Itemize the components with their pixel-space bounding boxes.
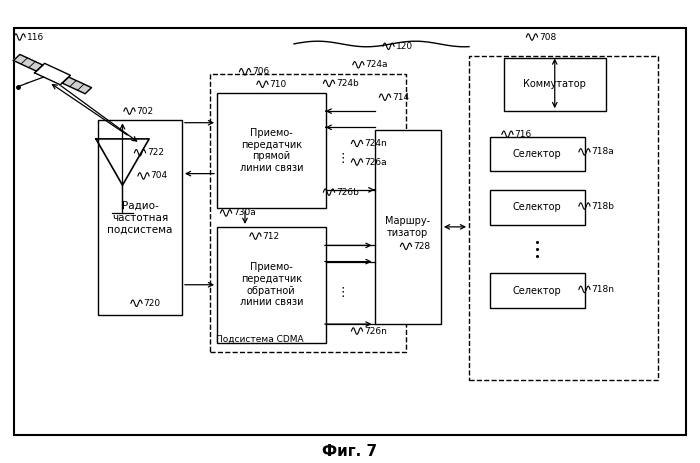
- Bar: [217, 93, 326, 208]
- Bar: [490, 137, 584, 171]
- Text: Коммутатор: Коммутатор: [524, 80, 586, 89]
- Text: 712: 712: [262, 232, 279, 241]
- Text: 720: 720: [144, 299, 160, 308]
- Polygon shape: [34, 63, 71, 85]
- Bar: [504, 58, 606, 111]
- Bar: [210, 74, 406, 352]
- Text: ⋮: ⋮: [337, 152, 349, 165]
- Text: 730a: 730a: [233, 208, 256, 218]
- Text: 724a: 724a: [365, 60, 388, 69]
- Text: 718b: 718b: [592, 201, 615, 211]
- Bar: [469, 56, 658, 380]
- Text: 116: 116: [27, 32, 44, 42]
- Text: Приемо-
передатчик
обратной
линии связи: Приемо- передатчик обратной линии связи: [239, 263, 303, 307]
- Polygon shape: [13, 55, 43, 71]
- Text: 704: 704: [150, 171, 167, 181]
- Text: 726n: 726n: [364, 326, 387, 336]
- Bar: [490, 190, 584, 225]
- Text: 724n: 724n: [364, 139, 386, 148]
- Text: 706: 706: [252, 67, 270, 76]
- Text: Фиг. 7: Фиг. 7: [323, 444, 377, 459]
- Text: Радио-
частотная
подсистема: Радио- частотная подсистема: [107, 201, 173, 234]
- Text: Селектор: Селектор: [513, 149, 561, 159]
- Text: Подсистема CDMA: Подсистема CDMA: [216, 335, 303, 344]
- Text: Маршру-
тизатор: Маршру- тизатор: [385, 216, 430, 238]
- Text: 708: 708: [539, 32, 556, 42]
- Text: Селектор: Селектор: [513, 286, 561, 295]
- Text: 718a: 718a: [592, 147, 615, 156]
- Text: 728: 728: [413, 242, 430, 251]
- Text: 724b: 724b: [336, 79, 358, 88]
- Text: 702: 702: [136, 106, 153, 116]
- Text: 726a: 726a: [364, 157, 386, 167]
- Bar: [14, 28, 686, 435]
- Polygon shape: [62, 77, 92, 94]
- Bar: [98, 120, 182, 315]
- Text: 726b: 726b: [336, 188, 359, 197]
- Bar: [490, 273, 584, 308]
- Bar: [374, 130, 441, 324]
- Text: Селектор: Селектор: [513, 202, 561, 212]
- Text: 714: 714: [392, 93, 409, 102]
- Bar: [217, 227, 326, 343]
- Text: 722: 722: [147, 148, 164, 157]
- Text: 710: 710: [270, 80, 287, 89]
- Text: 120: 120: [395, 42, 412, 51]
- Text: 718n: 718n: [592, 285, 615, 294]
- Text: 716: 716: [514, 130, 532, 139]
- Text: ⋮: ⋮: [337, 286, 349, 300]
- Text: Приемо-
передатчик
прямой
линии связи: Приемо- передатчик прямой линии связи: [239, 128, 303, 173]
